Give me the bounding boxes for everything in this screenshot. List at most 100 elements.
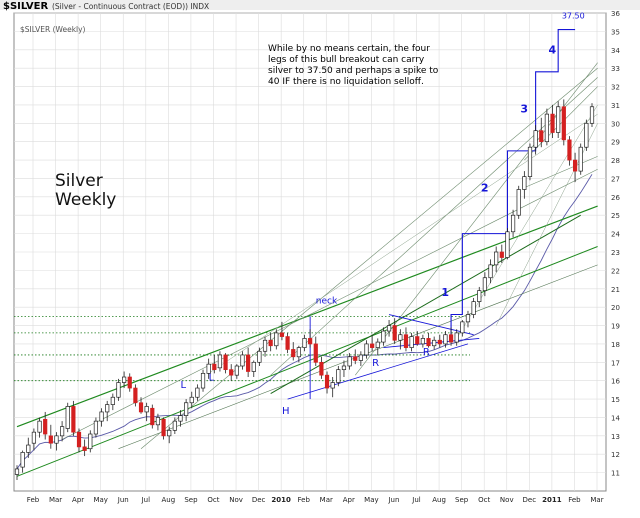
candle	[65, 402, 70, 433]
y-tick-label: 16	[611, 378, 620, 386]
pattern-label: R	[372, 358, 379, 369]
candle-body	[296, 347, 301, 358]
candle-body	[375, 341, 380, 348]
candle	[257, 347, 262, 366]
candle	[465, 310, 471, 328]
candle	[488, 259, 493, 284]
candle	[274, 329, 279, 350]
candle	[308, 329, 313, 348]
candle	[353, 349, 358, 365]
candle-body	[533, 130, 538, 148]
candle	[14, 465, 20, 480]
candle-body	[448, 334, 454, 343]
candle-body	[499, 251, 504, 258]
candle	[167, 426, 172, 444]
x-tick-label: Feb	[27, 496, 40, 504]
candle-body	[14, 468, 20, 475]
x-tick-label: May	[93, 496, 107, 504]
candle	[262, 336, 268, 357]
y-tick-label: 23	[611, 249, 620, 257]
candle-body	[82, 446, 87, 451]
candle-body	[420, 338, 425, 345]
y-tick-label: 26	[611, 194, 620, 202]
candle-body	[381, 330, 386, 343]
candle-body	[488, 264, 493, 279]
candle	[494, 246, 499, 273]
candle-body	[43, 418, 48, 435]
candle-body	[150, 407, 155, 426]
pattern-label: H	[282, 406, 290, 417]
candle-body	[144, 406, 149, 413]
candle	[26, 437, 31, 458]
y-tick-label: 12	[611, 451, 620, 459]
candle-body	[319, 361, 324, 376]
candle	[60, 421, 65, 442]
candle	[443, 331, 448, 348]
candle	[195, 384, 200, 401]
y-tick-label: 22	[611, 267, 620, 275]
candle-body	[240, 354, 245, 367]
candle	[212, 354, 217, 374]
candle-body	[437, 339, 442, 345]
candle-body	[76, 431, 82, 448]
pattern-support	[287, 343, 469, 400]
annotation-line-3: silver to 37.50 and perhaps a spike to	[268, 66, 439, 76]
candle-body	[584, 122, 589, 148]
candle	[122, 371, 127, 389]
candle-body	[172, 420, 177, 431]
candle	[116, 378, 121, 401]
candle	[324, 371, 330, 394]
candle-body	[409, 336, 414, 348]
candle-body	[122, 376, 127, 383]
candle-body	[353, 356, 358, 361]
y-tick-label: 19	[611, 323, 620, 331]
candle	[99, 408, 104, 427]
candle	[251, 360, 256, 378]
y-tick-label: 20	[611, 304, 620, 312]
pattern-label: L	[209, 373, 215, 384]
candle	[296, 345, 301, 363]
candle-body	[589, 106, 595, 124]
candle	[223, 353, 228, 374]
candle-body	[60, 426, 65, 437]
candle	[358, 351, 363, 366]
candle	[200, 369, 206, 392]
candle-body	[20, 452, 25, 468]
candle-body	[527, 146, 533, 177]
x-tick-label: May	[364, 496, 378, 504]
x-tick-label: Jul	[411, 496, 421, 504]
y-tick-label: 34	[611, 47, 620, 55]
candle-body	[505, 231, 510, 258]
candle	[133, 384, 138, 407]
candle	[48, 424, 53, 449]
x-tick-label: Aug	[432, 496, 446, 504]
candle	[561, 99, 566, 146]
candle-body	[133, 387, 138, 404]
candle	[37, 417, 42, 438]
y-tick-label: 30	[611, 120, 620, 128]
candle-body	[386, 325, 392, 332]
x-tick-label: Jun	[387, 496, 399, 504]
candle-body	[432, 339, 437, 347]
candle	[544, 108, 549, 146]
x-tick-label: Dec	[523, 496, 537, 504]
candle	[336, 365, 341, 387]
y-tick-label: 35	[611, 28, 620, 36]
candle-body	[510, 214, 516, 233]
candle	[127, 373, 132, 392]
candle-body	[251, 361, 256, 372]
candle	[43, 411, 48, 440]
x-tick-label: Mar	[49, 496, 62, 504]
candle	[330, 377, 335, 398]
trend-channel-upper	[16, 205, 598, 428]
candle	[482, 272, 487, 297]
candle-body	[279, 332, 285, 337]
candle	[105, 400, 110, 422]
candle-body	[482, 277, 487, 291]
candle-body	[578, 146, 583, 172]
candle-body	[477, 290, 482, 302]
candle-body	[138, 402, 144, 413]
candle-body	[516, 189, 521, 216]
leg-label: 4	[549, 43, 557, 56]
candle	[364, 340, 369, 359]
